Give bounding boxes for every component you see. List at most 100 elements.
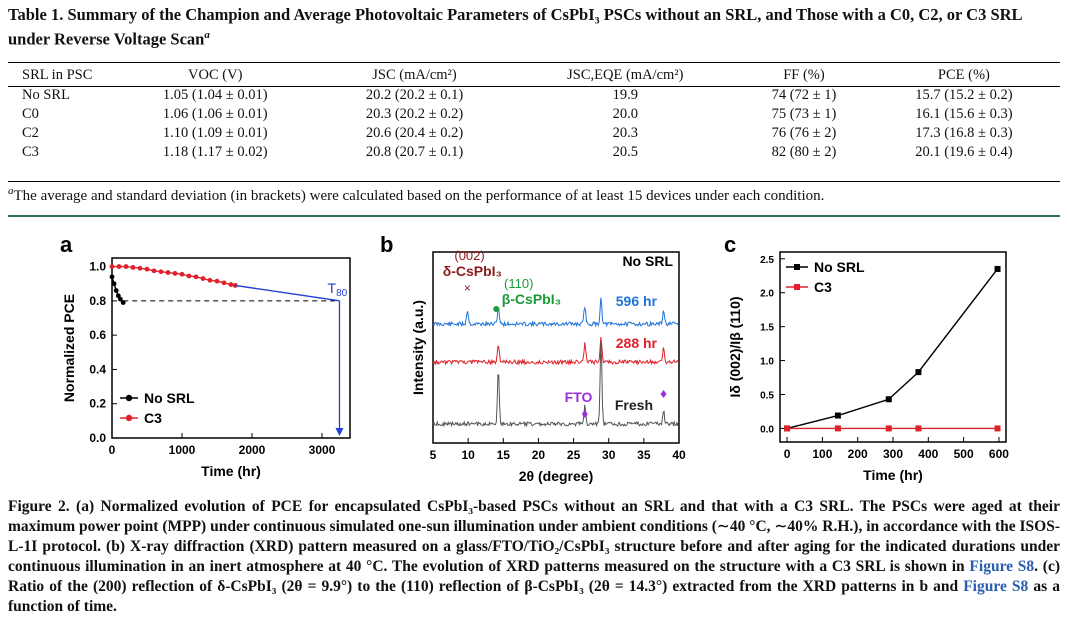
y-tick-label: 0.0 (760, 424, 774, 435)
data-point (186, 273, 192, 279)
parameters-table: SRL in PSC VOC (V) JSC (mA/cm²) JSC,EQE … (8, 64, 1060, 162)
data-point (144, 266, 150, 272)
panel-b-chart: b 5 10 15 20 25 30 35 40 2θ (degree) Intensity (a… (380, 232, 686, 484)
series-label: 596 hr (616, 293, 658, 309)
table-cell: 20.1 (19.6 ± 0.4) (915, 144, 1013, 160)
header-jsc-eqe: JSC,EQE (mA/cm²) (567, 66, 684, 83)
fto-peak-marker (660, 390, 667, 398)
table-header-rule (8, 86, 1060, 87)
data-point (113, 288, 119, 293)
x-tick-label: 1000 (169, 443, 196, 457)
y-tick-label: 0.0 (89, 431, 106, 445)
figure-caption: Figure 2. (a) Normalized evolution of PC… (8, 498, 1061, 615)
data-point (172, 271, 178, 276)
table-header-row: SRL in PSC VOC (V) JSC (mA/cm²) JSC,EQE … (8, 64, 1060, 86)
y-tick-label: 1.0 (89, 260, 106, 274)
data-point (214, 278, 220, 284)
header-voc: VOC (V) (188, 66, 243, 83)
table-cell: 75 (73 ± 1) (771, 106, 837, 122)
panel-c-chart: c 0 100 200 300 400 500 600 0.0 0.5 1.0 1.5 2.0 2.5 T… (724, 232, 1009, 483)
legend-marker (125, 394, 133, 402)
data-point (120, 300, 126, 305)
table-footnote: aThe average and standard deviation (in … (8, 185, 825, 204)
data-point (118, 296, 123, 302)
data-point (158, 269, 164, 275)
annotation-110: (110) (504, 276, 533, 291)
table-row: C3 1.18 (1.17 ± 0.02) 20.8 (20.7 ± 0.1) 20.… (8, 143, 1060, 162)
table-title: Table 1. Summary of the Champion and Ave… (8, 5, 1022, 49)
data-point (885, 396, 892, 403)
panel-c-label: c (724, 232, 736, 257)
x-tick-label: 200 (848, 447, 868, 461)
y-tick-label: 0.8 (89, 294, 106, 308)
legend-marker (794, 284, 800, 290)
figure-s8-link[interactable]: Figure S8 (969, 558, 1035, 575)
legend-label: C3 (814, 279, 832, 295)
header-srl: SRL in PSC (22, 66, 93, 83)
y-tick-label: 2.0 (760, 289, 774, 300)
table-cell: C0 (22, 106, 39, 122)
data-point (207, 277, 213, 283)
plot-frame (432, 251, 680, 444)
x-tick-label: 10 (461, 448, 475, 462)
beta-peak-marker (493, 306, 500, 312)
table-cell: 19.9 (612, 87, 638, 103)
xrd-pattern (432, 337, 679, 366)
panel-a-label: a (60, 232, 73, 257)
x-tick-label: 35 (637, 448, 651, 462)
legend-label: No SRL (144, 390, 195, 406)
table-cell: 20.3 (20.2 ± 0.2) (365, 106, 464, 122)
fto-peak-marker (581, 410, 588, 418)
delta-peak-marker: × (464, 281, 471, 295)
y-tick-label: 1.0 (760, 357, 774, 368)
table-cell: 20.8 (20.7 ± 0.1) (365, 144, 464, 160)
table-cell: 74 (72 ± 1) (771, 87, 837, 103)
y-tick-label: 0.6 (89, 328, 106, 342)
legend-label: No SRL (814, 259, 865, 275)
data-point (137, 265, 143, 271)
x-tick-label: 15 (497, 448, 511, 462)
data-point (123, 264, 129, 269)
y-tick-label: 0.2 (89, 397, 106, 411)
table-cell: 16.1 (15.6 ± 0.3) (915, 106, 1013, 122)
x-tick-label: 400 (918, 447, 938, 461)
data-point (834, 425, 841, 432)
data-point (200, 276, 206, 281)
table-cell: C2 (22, 125, 39, 141)
data-point (109, 274, 115, 280)
x-tick-label: 30 (602, 448, 616, 462)
data-point (193, 274, 199, 280)
table-title-mark: a (204, 29, 210, 41)
x-tick-label: 5 (430, 448, 437, 462)
y-axis-label: Iδ (002)/Iβ (110) (727, 296, 743, 397)
table-cell: 17.3 (16.8 ± 0.3) (915, 125, 1013, 141)
data-point (165, 270, 171, 275)
table-bottom-rule (8, 181, 1060, 182)
table-cell: 20.0 (612, 106, 638, 122)
data-point (228, 282, 234, 287)
y-axis-label: Normalized PCE (61, 294, 77, 402)
table-cell: 76 (76 ± 2) (771, 125, 837, 141)
x-tick-label: 2000 (239, 443, 266, 457)
legend-label: C3 (144, 410, 162, 426)
header-jsc: JSC (mA/cm²) (372, 66, 457, 83)
x-axis-label: Time (hr) (863, 467, 923, 483)
series-line (235, 284, 340, 302)
y-axis-label: Intensity (a.u.) (410, 300, 426, 395)
data-point (994, 425, 1001, 432)
table-row: C2 1.10 (1.09 ± 0.01) 20.6 (20.4 ± 0.2) 20.… (8, 124, 1060, 143)
figure-s8-link-2[interactable]: Figure S8 (963, 578, 1029, 595)
annotation-002: (002) (454, 248, 484, 263)
legend-marker (794, 264, 800, 270)
annotation-fto: FTO (565, 389, 593, 405)
table-cell: 1.05 (1.04 ± 0.01) (162, 87, 268, 103)
x-tick-label: 0 (784, 447, 791, 461)
x-tick-label: 300 (883, 447, 903, 461)
data-point (179, 271, 185, 277)
x-tick-label: 20 (532, 448, 546, 462)
data-point (784, 425, 791, 432)
table-cell: 15.7 (15.2 ± 0.2) (915, 87, 1013, 103)
data-point (915, 425, 922, 432)
section-divider (8, 215, 1060, 217)
x-tick-label: 3000 (309, 443, 336, 457)
